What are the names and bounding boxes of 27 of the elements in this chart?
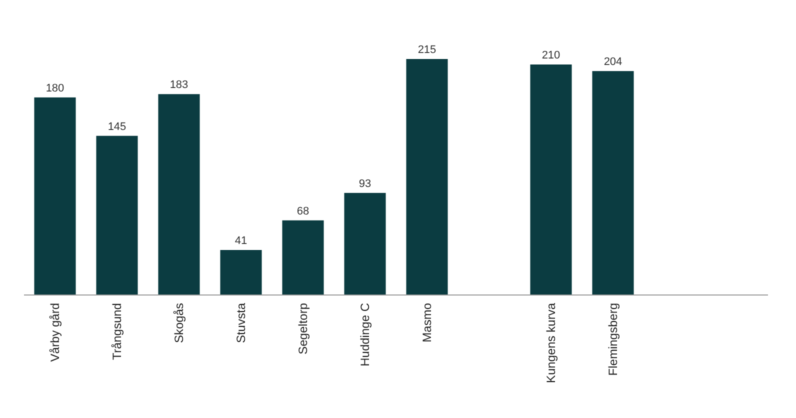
- bar: [530, 64, 572, 295]
- data-label: 41: [234, 234, 248, 247]
- data-label: 93: [358, 178, 372, 190]
- x-tick-label: Huddinge C: [358, 302, 372, 366]
- data-label: 183: [170, 79, 188, 92]
- data-label: 210: [542, 49, 560, 62]
- x-tick-label: Masmo: [420, 302, 434, 342]
- x-tick-label: Trångsund: [110, 303, 124, 360]
- bar: [34, 97, 76, 295]
- bar: [158, 94, 200, 295]
- x-tick-label: Skogås: [172, 303, 186, 344]
- data-label: 180: [46, 82, 64, 94]
- x-tick-label: Kungens kurva: [544, 302, 558, 384]
- data-label: 204: [604, 56, 622, 68]
- bar: [282, 220, 324, 295]
- bar: [220, 250, 262, 295]
- bar: [406, 59, 448, 295]
- x-tick-label: Flemingsberg: [606, 303, 620, 376]
- x-tick-label: Segeltorp: [296, 302, 310, 354]
- data-label: 215: [418, 44, 436, 56]
- bar: [592, 71, 634, 295]
- data-label: 145: [108, 120, 126, 133]
- x-tick-label: Stuvsta: [234, 302, 248, 344]
- x-tick-label: Vårby gård: [48, 303, 62, 362]
- data-label: 68: [296, 205, 310, 218]
- bar: [96, 136, 138, 295]
- bar: [344, 192, 386, 295]
